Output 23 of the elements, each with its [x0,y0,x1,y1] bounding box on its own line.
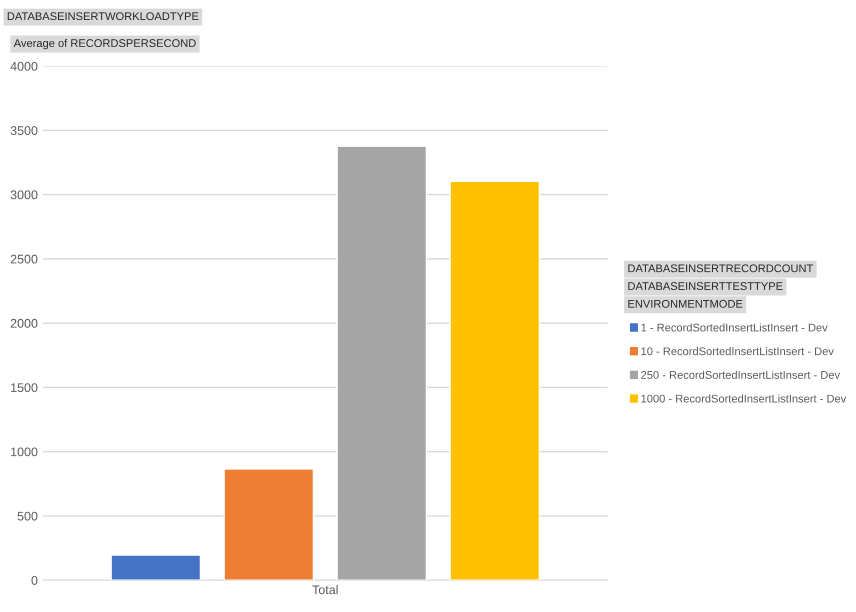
y-tick-label: 500 [18,512,38,521]
y-tick-label: 1000 [11,447,38,456]
y-tick-label: 1500 [11,383,38,392]
y-axis-title: Average of RECORDSPERSECOND [14,38,196,50]
x-tick-label: Total [312,585,338,594]
y-tick-label: 2500 [10,254,38,264]
y-tick-label: 0 [31,576,38,585]
y-tick-label: 2000 [10,318,38,328]
bar [336,145,428,580]
legend-label: 250 - RecordSortedInsertListInsert - Dev [641,370,840,379]
y-tick-label: 3000 [10,190,38,200]
legend-label: 1000 - RecordSortedInsertListInsert - Dev [641,394,846,403]
y-tick-label: 4000 [10,62,38,71]
text: DATABASEINSERTRECORDCOUNT [628,264,814,272]
y-tick-label: 3500 [10,126,38,136]
bar [449,180,540,580]
legend-label: 1 - RecordSortedInsertListInsert - Dev [641,323,828,332]
text: DATABASEINSERTTESTTYPE [628,282,783,290]
chart-title: DATABASEINSERTWORKLOADTYPE [8,12,198,20]
legend-label: 10 - RecordSortedInsertListInsert - Dev [641,347,834,356]
bar [110,554,202,580]
bar [223,468,314,580]
text: ENVIRONMENTMODE [628,300,742,308]
